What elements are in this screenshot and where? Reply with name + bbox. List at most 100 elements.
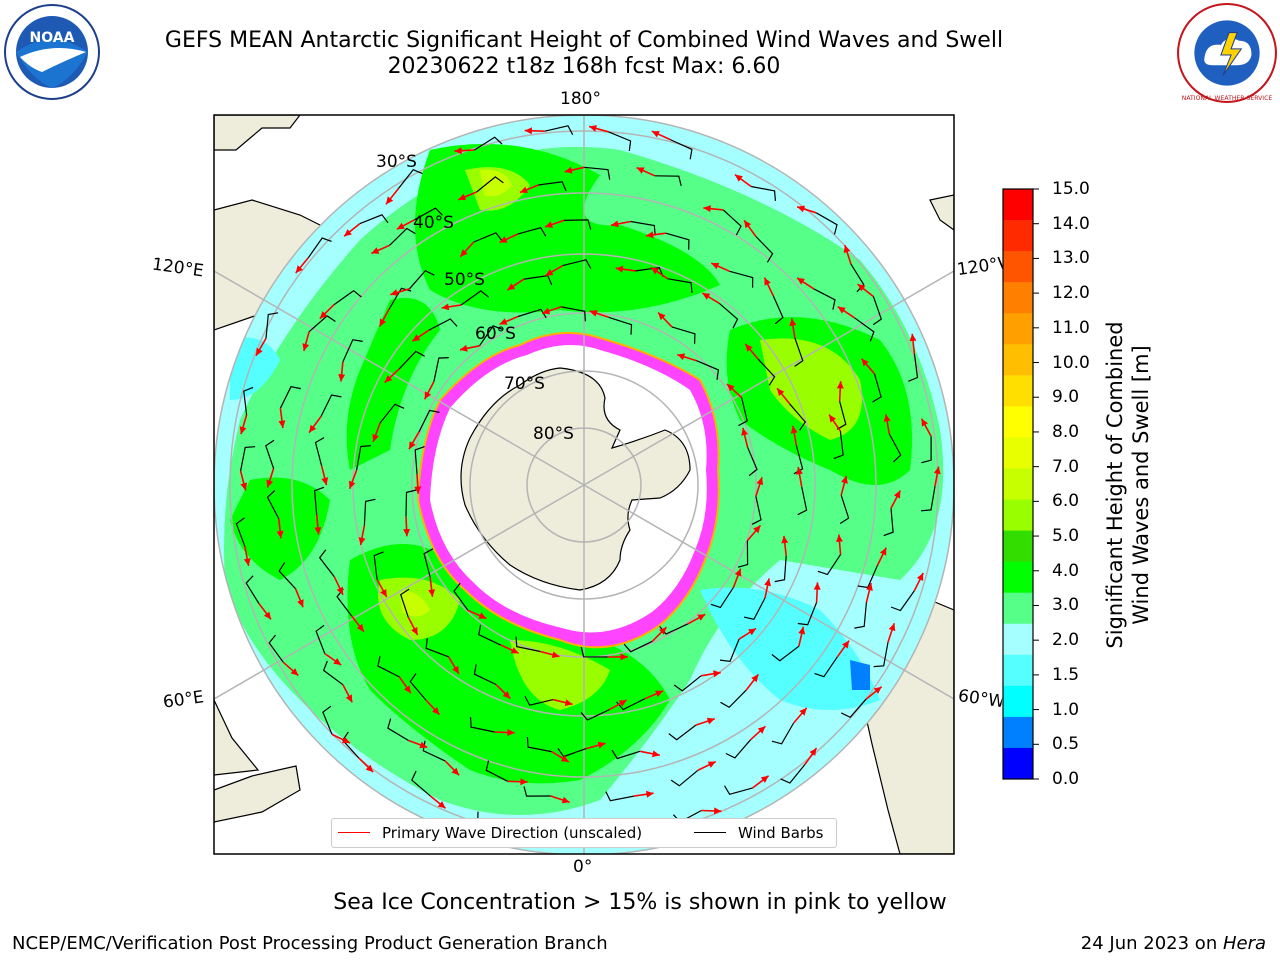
wave-arrow (331, 733, 351, 744)
wind-barb (668, 724, 697, 741)
wave-arrow (804, 747, 818, 765)
wind-barb (397, 168, 423, 189)
wind-barb (517, 308, 547, 319)
wind-barb (883, 508, 894, 537)
wind-barb (608, 316, 633, 335)
wave-arrow (255, 337, 267, 357)
colorbar-tick-label: 9.0 (1052, 387, 1080, 408)
wave-arrow (403, 516, 411, 537)
wave-arrow (744, 343, 759, 360)
wave-arrow (444, 760, 460, 776)
colorbar-band (1003, 251, 1033, 283)
wind-barb (265, 312, 279, 339)
wave-arrow (378, 308, 390, 327)
title-line-2: 20230622 t18z 168h fcst Max: 6.60 (387, 54, 781, 79)
colorbar-band (1003, 282, 1033, 314)
wave-arrow (860, 358, 876, 375)
wave-arrow (302, 331, 310, 352)
colorbar-tick-label: 8.0 (1052, 421, 1080, 442)
lat-label-40s: 40°S (413, 213, 454, 233)
wind-barb (387, 718, 409, 742)
wind-barb (771, 722, 795, 745)
wave-arrow (792, 707, 808, 724)
wave-arrow (651, 130, 671, 141)
wave-arrow (423, 381, 435, 400)
wave-arrow (687, 613, 706, 625)
wind-barb (841, 698, 867, 719)
wind-barb (854, 602, 867, 629)
wind-barb (750, 185, 776, 201)
wind-barb (797, 602, 818, 626)
wave-arrow (813, 582, 821, 603)
wind-barb (418, 409, 440, 433)
wave-arrow (743, 219, 757, 237)
lat-label-80s: 80°S (533, 424, 574, 444)
wind-barb (307, 237, 332, 258)
wave-arrow (763, 277, 774, 296)
wave-arrow (447, 656, 460, 675)
wave-arrow (308, 416, 322, 434)
wind-barb (667, 278, 693, 293)
wind-barb-legend-line (694, 832, 726, 833)
wind-barb (320, 394, 342, 417)
wind-barb (908, 353, 919, 382)
wave-arrow (828, 414, 842, 432)
wave-arrow (796, 466, 803, 487)
colorbar-tick-label: 0.5 (1052, 734, 1080, 755)
wave-arrow (865, 582, 873, 603)
colorbar-band (1003, 716, 1033, 749)
map-legend: Primary Wave Direction (unscaled) Wind B… (331, 818, 837, 848)
wind-barb (720, 689, 747, 709)
wind-barb (356, 445, 371, 471)
wind-barb (265, 439, 275, 469)
wind-barb (696, 360, 720, 380)
lat-label-70s: 70°S (504, 374, 545, 394)
wave-arrow (840, 475, 848, 496)
wind-barb (524, 696, 554, 706)
wind-barb (725, 739, 752, 759)
wind-barb (433, 357, 449, 382)
colorbar-label: Significant Height of Combined Wind Wave… (1102, 321, 1154, 648)
wind-barb (839, 495, 850, 525)
wind-barb (755, 236, 774, 263)
wave-arrow (295, 257, 310, 274)
wave-arrow (920, 418, 932, 437)
wind-barb (794, 337, 804, 367)
wind-barb (888, 433, 902, 463)
colorbar-band (1003, 530, 1033, 563)
wind-barb (538, 181, 567, 192)
wave-arrow (726, 383, 743, 399)
wave-arrow (639, 750, 660, 758)
footer-date: 24 Jun 2023 on Hera (1081, 933, 1266, 954)
wind-barb (414, 207, 443, 221)
wind-barb (243, 386, 254, 415)
wave-arrow (657, 311, 673, 328)
wave-arrow (282, 661, 299, 677)
wave-arrow (913, 572, 924, 592)
wind-barb (473, 232, 503, 243)
wind-barb (710, 586, 735, 609)
wave-arrow (644, 690, 664, 700)
wave-arrow (500, 644, 520, 654)
wind-barb (774, 555, 787, 583)
wind-barb (608, 131, 632, 151)
wave-arrow (796, 277, 815, 290)
wave-arrow (519, 184, 539, 194)
lat-label-30s: 30°S (376, 152, 417, 172)
wave-arrow (239, 414, 248, 435)
wave-arrow (459, 344, 480, 352)
wave-arrow (890, 490, 902, 509)
wind-barb (411, 770, 431, 797)
wave-arrow (776, 387, 791, 405)
wind-barb (373, 551, 384, 580)
wind-barb (815, 212, 838, 235)
wind-barb (414, 446, 425, 474)
colorbar-band (1003, 468, 1033, 501)
wave-arrow (701, 292, 720, 305)
colorbar-tick-label: 13.0 (1052, 248, 1090, 269)
wind-barb (315, 624, 326, 654)
wave-arrow (425, 699, 441, 716)
colorbar-tick-label: 14.0 (1052, 213, 1090, 234)
wind-barb (671, 326, 696, 344)
wave-arrow (414, 473, 422, 494)
